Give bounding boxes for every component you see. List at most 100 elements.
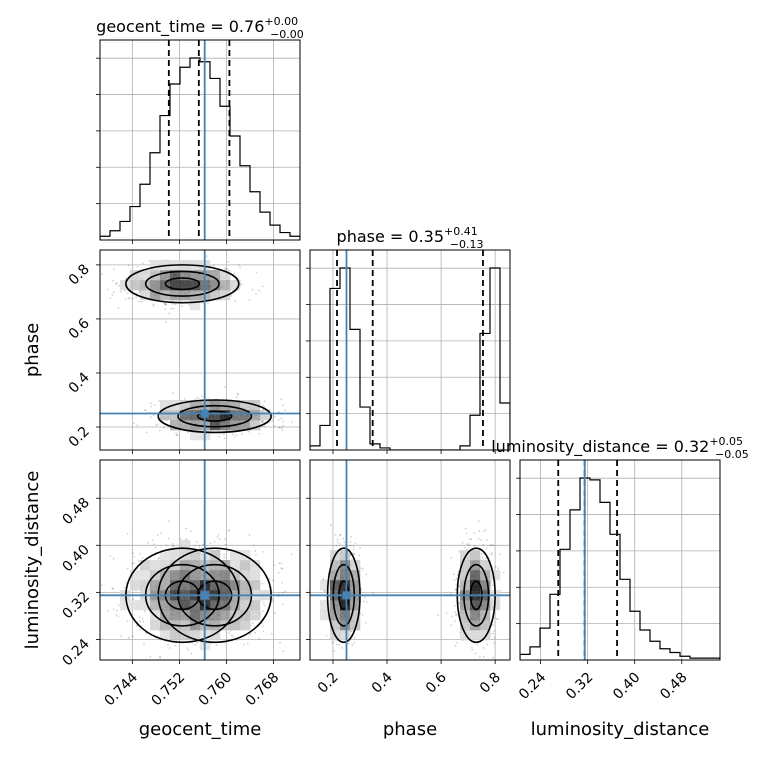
sample-point xyxy=(464,527,467,530)
sample-point xyxy=(491,624,494,626)
sample-point xyxy=(215,644,218,646)
density-cell xyxy=(210,600,221,611)
sample-point xyxy=(359,547,361,549)
sample-point xyxy=(172,307,175,310)
y-tick-label: 0.32 xyxy=(59,589,92,622)
sample-point xyxy=(149,416,152,419)
contour-level-1 xyxy=(164,277,201,291)
sample-point xyxy=(270,632,273,635)
sample-point xyxy=(261,404,264,407)
sample-point xyxy=(127,636,130,639)
density-cell xyxy=(180,410,191,421)
density-cell xyxy=(340,600,351,611)
sample-point xyxy=(469,538,471,541)
sample-point xyxy=(490,553,493,556)
sample-point xyxy=(150,405,152,408)
sample-point xyxy=(159,656,162,659)
sample-point xyxy=(282,591,284,594)
density-cell xyxy=(190,430,201,441)
density-cell xyxy=(340,550,351,561)
density-cell xyxy=(230,600,241,611)
sample-point xyxy=(457,550,460,553)
density-cell xyxy=(320,600,331,611)
sample-point xyxy=(213,541,216,543)
sample-point xyxy=(353,636,356,639)
sample-point xyxy=(143,610,146,613)
density-cell xyxy=(320,580,331,591)
density-cell xyxy=(160,600,171,611)
sample-point xyxy=(100,584,103,587)
sample-point xyxy=(154,546,157,549)
density-cell xyxy=(460,630,471,641)
sample-point xyxy=(227,530,230,532)
sample-point xyxy=(106,288,109,291)
sample-point xyxy=(452,573,455,576)
sample-point xyxy=(136,424,139,427)
sample-point xyxy=(445,612,448,615)
sample-point xyxy=(223,553,226,556)
sample-point xyxy=(233,435,236,438)
density-cell xyxy=(170,280,181,291)
sample-point xyxy=(133,555,135,558)
panel-geocent_time-vs-geocent_time xyxy=(96,39,301,244)
density-cell xyxy=(220,570,231,581)
sample-point xyxy=(163,426,165,429)
sample-point xyxy=(235,396,238,398)
sample-point xyxy=(274,612,276,615)
sample-point xyxy=(126,532,129,535)
density-cell xyxy=(130,580,141,591)
sample-point xyxy=(112,557,115,560)
sample-point xyxy=(490,581,492,584)
sample-point xyxy=(165,544,168,547)
sample-point xyxy=(454,588,457,591)
sample-point xyxy=(237,392,239,395)
sample-point xyxy=(490,543,493,546)
sample-point xyxy=(348,642,350,645)
title-minus: −0.00 xyxy=(270,28,304,41)
density-cell xyxy=(230,400,241,411)
sample-point xyxy=(228,529,231,531)
density-cell xyxy=(150,290,161,301)
sample-point xyxy=(461,542,464,544)
sample-point xyxy=(273,564,276,567)
sample-point xyxy=(497,618,500,621)
sample-point xyxy=(352,548,355,551)
sample-point xyxy=(111,587,114,590)
truth-marker xyxy=(342,591,351,600)
sample-point xyxy=(258,432,261,435)
density-cell xyxy=(130,600,141,611)
sample-point xyxy=(278,562,281,565)
sample-point xyxy=(472,672,474,674)
density-cell xyxy=(150,560,161,571)
sample-point xyxy=(97,559,99,561)
sample-point xyxy=(354,542,357,545)
sample-point xyxy=(185,538,188,541)
density-cell xyxy=(170,610,181,621)
density-cell xyxy=(210,270,221,281)
density-cell xyxy=(330,560,341,571)
density-cell xyxy=(470,630,481,641)
y-axis-label: luminosity_distance xyxy=(22,471,43,650)
sample-point xyxy=(218,435,221,438)
sample-point xyxy=(218,538,221,541)
sample-point xyxy=(126,567,129,570)
density-cell xyxy=(190,400,201,411)
histogram-luminosity_distance xyxy=(520,477,720,660)
sample-point xyxy=(124,277,127,280)
sample-point xyxy=(126,620,129,623)
density-cell xyxy=(220,400,231,411)
density-cell xyxy=(180,400,191,411)
density-cell xyxy=(170,580,181,591)
sample-point xyxy=(350,535,352,538)
x-tick-label: 0.8 xyxy=(477,670,504,697)
sample-point xyxy=(278,426,281,429)
sample-point xyxy=(484,529,487,531)
sample-point xyxy=(455,662,457,664)
sample-point xyxy=(243,643,246,646)
sample-point xyxy=(325,634,328,637)
density-cell xyxy=(210,580,221,591)
y-tick-label: 0.24 xyxy=(59,636,92,669)
sample-point xyxy=(495,617,498,620)
sample-point xyxy=(454,644,457,647)
sample-point xyxy=(464,546,466,549)
